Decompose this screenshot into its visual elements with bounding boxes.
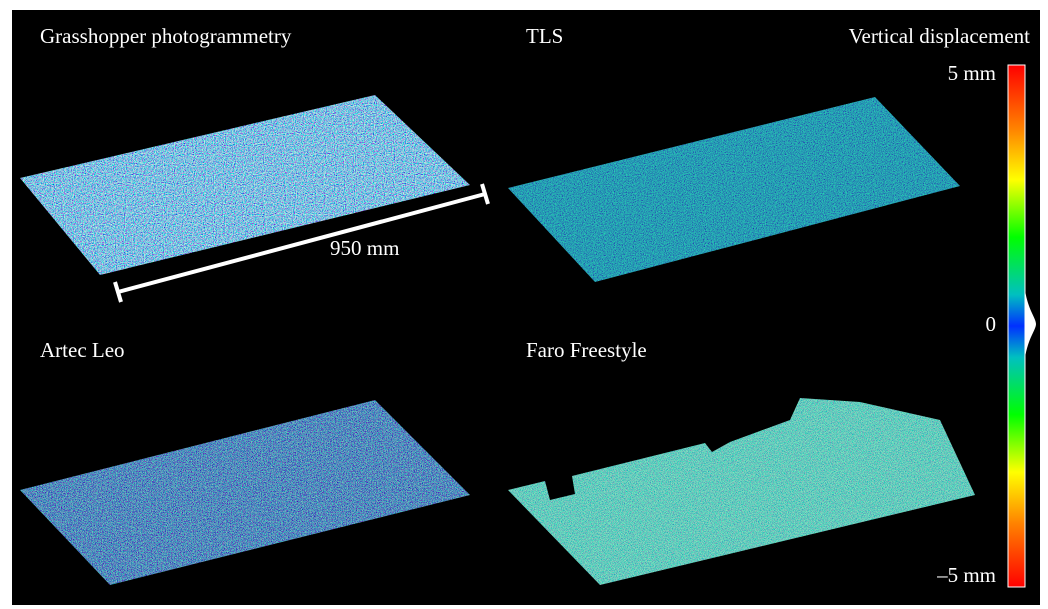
scale-bar-label: 950 mm [330,236,399,260]
colorbar [1008,65,1025,587]
page: 950 mm Grasshopper photogrammetry TLS Ar… [0,0,1048,609]
colorbar-tick-label: 0 [986,312,997,336]
panel-label: TLS [526,24,563,48]
colorbar-title: Vertical displacement [849,24,1031,48]
colorbar-tick-label: 5 mm [948,61,996,85]
figure: 950 mm Grasshopper photogrammetry TLS Ar… [0,0,1048,609]
colorbar-tick-label: –5 mm [936,563,996,587]
panel-label: Grasshopper photogrammetry [40,24,292,48]
panel-label: Faro Freestyle [526,338,647,362]
panel-label: Artec Leo [40,338,125,362]
